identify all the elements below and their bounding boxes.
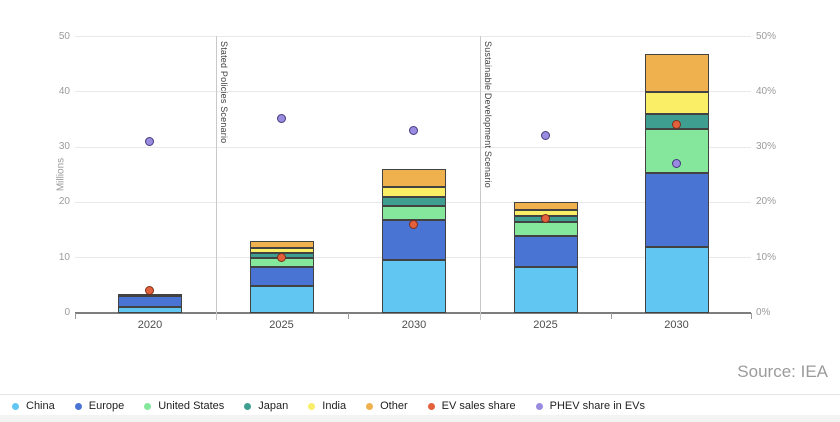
legend-label: China: [26, 400, 55, 412]
y-axis-tick-label-right: 0%: [756, 307, 771, 318]
legend-divider: [0, 394, 840, 395]
scenario-label-sustainable-development: Sustainable Development Scenario: [483, 41, 493, 188]
bar-segment-china: [118, 307, 182, 313]
y-axis-tick-label-left: 10: [58, 251, 70, 263]
legend-label: PHEV share in EVs: [549, 400, 645, 412]
legend-swatch-icon: [535, 402, 543, 410]
legend-item-united-states[interactable]: United States: [144, 400, 224, 412]
y-axis-title-millions: Millions: [55, 157, 67, 192]
bar-segment-europe: [118, 296, 182, 308]
y-axis-tick-label-right: 30%: [756, 141, 777, 153]
y-axis-tick-label-left: 50: [58, 30, 70, 42]
legend-item-phev-share-in-evs[interactable]: PHEV share in EVs: [535, 400, 645, 412]
source-attribution: Source: IEA: [737, 362, 828, 381]
y-axis-tick-label-right: 20%: [756, 196, 777, 208]
marker-dot-phev-share-in-evs: [276, 114, 286, 124]
bar-segment-india: [382, 186, 446, 197]
bar-segment-india: [249, 248, 314, 253]
bar-segment-other: [513, 201, 578, 210]
scenario-separator-line: [215, 36, 217, 320]
bar-segment-europe: [513, 235, 578, 268]
legend-item-china[interactable]: China: [12, 400, 55, 412]
x-axis-tick: [75, 313, 76, 319]
x-axis-line: [75, 312, 751, 314]
y-axis-tick-label-right: 10%: [756, 251, 777, 263]
legend-item-europe[interactable]: Europe: [74, 400, 125, 412]
x-axis-category-label: 2030: [401, 319, 427, 331]
y-axis-tick-label-left: 40: [58, 85, 70, 97]
bar-segment-other: [644, 54, 709, 93]
scenario-label-stated-policies: Stated Policies Scenario: [219, 41, 229, 144]
y-axis-tick-label-left: 0: [64, 307, 70, 318]
legend-swatch-icon: [427, 402, 435, 410]
legend-swatch-icon: [366, 402, 374, 410]
x-axis-category-label: 2025: [533, 319, 558, 331]
y-axis-tick-label-left: 30: [58, 141, 70, 153]
gridline: [75, 91, 751, 93]
bar-segment-china: [382, 260, 446, 313]
legend-swatch-icon: [308, 402, 316, 410]
x-axis-category-label: 2025: [269, 319, 294, 331]
y-axis-tick-label-left: 20: [58, 196, 70, 208]
marker-dot-ev-sales-share: [276, 252, 286, 262]
bar-segment-europe: [644, 173, 709, 248]
marker-dot-ev-sales-share: [145, 285, 154, 295]
legend-swatch-icon: [12, 402, 19, 410]
legend-item-india[interactable]: India: [308, 400, 346, 412]
y-axis-tick-label-right: 40%: [756, 85, 777, 97]
legend-label: Other: [380, 400, 408, 412]
legend-label: United States: [158, 400, 225, 412]
bar-segment-europe: [249, 266, 314, 286]
bar-segment-other: [382, 169, 446, 187]
legend-label: EV sales share: [441, 400, 516, 412]
marker-dot-phev-share-in-evs: [671, 158, 681, 168]
x-axis-tick: [751, 313, 752, 319]
marker-dot-phev-share-in-evs: [409, 125, 418, 135]
legend-swatch-icon: [144, 402, 152, 410]
legend-item-japan[interactable]: Japan: [244, 400, 288, 412]
legend-label: Europe: [88, 400, 125, 412]
y-axis-tick-label-right: 50%: [756, 30, 777, 42]
legend-swatch-icon: [244, 402, 252, 410]
marker-dot-ev-sales-share: [409, 219, 418, 229]
legend-bar: China Europe United States Japan India Other E…: [0, 396, 840, 416]
marker-dot-ev-sales-share: [540, 213, 550, 223]
bar-segment-united-states: [513, 222, 578, 236]
legend-swatch-icon: [74, 402, 82, 410]
x-axis-category-label: 2020: [137, 319, 163, 331]
legend-item-ev-sales-share[interactable]: EV sales share: [427, 400, 516, 412]
marker-dot-ev-sales-share: [671, 119, 681, 129]
bar-segment-india: [644, 92, 709, 114]
bar-segment-united-states: [382, 205, 446, 221]
gridline: [75, 36, 751, 37]
gridline: [75, 146, 751, 148]
bar-segment-other: [249, 241, 314, 249]
bar-segment-china: [249, 285, 314, 313]
x-axis-tick: [347, 313, 349, 319]
x-axis-category-label: 2030: [664, 319, 689, 331]
legend-label: Japan: [258, 400, 289, 412]
scenario-separator-line: [479, 36, 481, 320]
bar-segment-china: [644, 247, 709, 313]
marker-dot-phev-share-in-evs: [540, 131, 550, 141]
footer-strip: [0, 415, 840, 422]
legend-item-other[interactable]: Other: [366, 400, 408, 412]
bar-segment-japan: [382, 196, 446, 206]
x-axis-tick: [611, 313, 612, 319]
bar-segment-china: [513, 267, 578, 313]
marker-dot-phev-share-in-evs: [145, 136, 154, 146]
legend-label: India: [322, 400, 347, 412]
